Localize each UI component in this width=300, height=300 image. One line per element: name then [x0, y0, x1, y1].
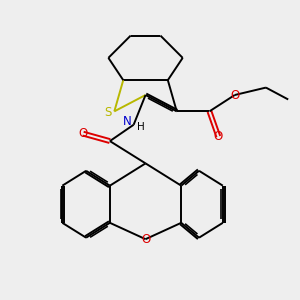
Text: N: N	[123, 115, 132, 128]
Text: O: O	[214, 130, 223, 143]
Text: O: O	[79, 127, 88, 140]
Text: S: S	[105, 106, 112, 119]
Text: O: O	[230, 88, 239, 101]
Text: H: H	[137, 122, 145, 132]
Text: O: O	[141, 233, 150, 246]
